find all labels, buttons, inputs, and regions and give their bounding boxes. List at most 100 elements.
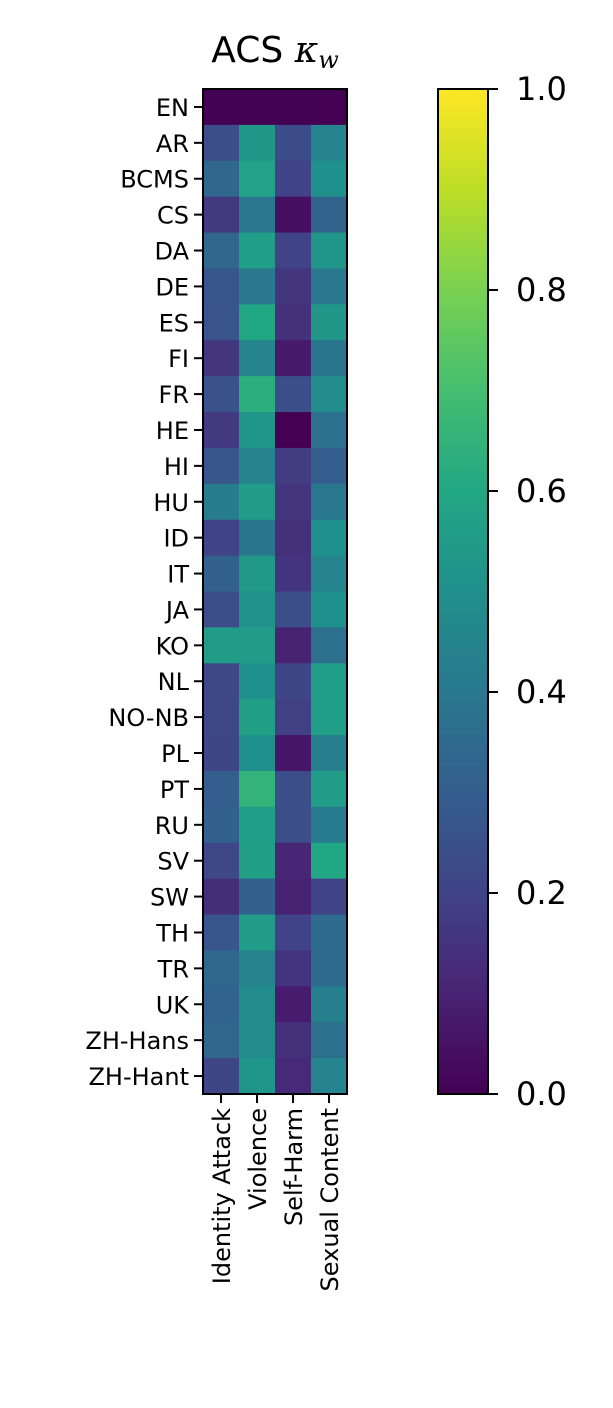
colorbar-tick-label: 1.0 [516, 70, 567, 108]
heatmap-cell [239, 950, 276, 987]
heatmap-cell [239, 699, 276, 736]
heatmap-cell [311, 1058, 348, 1095]
heatmap-cell [275, 735, 312, 772]
heatmap-cell [275, 842, 312, 880]
heatmap-cell [275, 268, 312, 305]
row-label: UK [156, 991, 191, 1019]
row-label: KO [156, 632, 189, 660]
heatmap-cell [239, 663, 276, 700]
heatmap-cell [203, 124, 240, 162]
heatmap-cell [275, 232, 312, 270]
heatmap-cell [239, 268, 276, 305]
heatmap-cell [275, 663, 312, 700]
heatmap-cell [239, 591, 276, 628]
heatmap-cell [239, 519, 276, 557]
heatmap-cell [311, 232, 348, 270]
heatmap-cell [275, 1058, 312, 1095]
row-label: TH [155, 919, 189, 947]
heatmap-cell [275, 1022, 312, 1059]
heatmap-cell [311, 340, 348, 377]
heatmap-cell [275, 950, 312, 987]
heatmap-cell [203, 555, 240, 593]
heatmap-cell [239, 878, 276, 916]
row-label: SV [157, 848, 189, 876]
heatmap-frame [202, 88, 348, 1095]
heatmap-cell [239, 89, 276, 126]
heatmap-cell [275, 376, 312, 413]
heatmap-cell [239, 555, 276, 593]
row-label: EN [156, 94, 189, 122]
heatmap-cell [203, 914, 240, 952]
row-label: ZH-Hans [85, 1027, 189, 1055]
column-label: Self-Harm [280, 1108, 308, 1226]
heatmap-cell [275, 627, 312, 664]
row-label: NO-NB [108, 704, 189, 732]
column-label: Identity Attack [208, 1108, 236, 1284]
heatmap-cell [311, 986, 348, 1023]
heatmap-cell [275, 412, 312, 449]
colorbar-tick-label: 0.6 [516, 472, 567, 510]
row-label: DE [155, 273, 189, 301]
heatmap-cell [203, 591, 240, 628]
row-label: FR [159, 381, 189, 409]
row-label: ES [159, 309, 189, 337]
heatmap-cell [203, 268, 240, 305]
heatmap-cell [275, 519, 312, 557]
heatmap-cell [239, 1058, 276, 1095]
row-label: ID [163, 525, 189, 553]
heatmap-cell [203, 376, 240, 413]
heatmap-cell [239, 340, 276, 377]
column-label: Sexual Content [316, 1108, 344, 1291]
heatmap-cell [239, 124, 276, 162]
row-label: HI [164, 453, 189, 481]
row-label: FI [168, 345, 189, 373]
heatmap-cell [311, 1022, 348, 1059]
row-label: CS [157, 202, 189, 230]
heatmap-cell [275, 770, 312, 808]
heatmap-cells [203, 89, 348, 1095]
heatmap-cell [311, 878, 348, 916]
heatmap-cell [311, 89, 348, 126]
heatmap-cell [203, 447, 240, 485]
heatmap-cell [203, 735, 240, 772]
heatmap-cell [239, 412, 276, 449]
heatmap-cell [203, 412, 240, 449]
heatmap-cell [311, 842, 348, 880]
heatmap-cell [239, 986, 276, 1023]
heatmap-cell [203, 627, 240, 664]
heatmap-cell [275, 555, 312, 593]
row-label: HE [156, 417, 189, 445]
heatmap-cell [311, 160, 348, 198]
heatmap-cell [311, 447, 348, 485]
heatmap-cell [311, 699, 348, 736]
heatmap-cell [203, 340, 240, 377]
heatmap-cell [203, 304, 240, 341]
row-label: IT [167, 561, 189, 589]
column-labels: Identity Attack Violence Self-Harm Sexual C… [208, 1094, 344, 1291]
heatmap-cell [311, 196, 348, 234]
row-label: HU [153, 489, 189, 517]
heatmap-cell [275, 914, 312, 952]
heatmap-cell [239, 160, 276, 198]
row-label: PT [160, 776, 189, 804]
heatmap-cell [239, 806, 276, 844]
heatmap-cell [239, 914, 276, 952]
colorbar-tick-label: 0.4 [516, 673, 567, 711]
heatmap-cell [311, 376, 348, 413]
heatmap-cell [311, 124, 348, 162]
heatmap-cell [311, 914, 348, 952]
heatmap-cell [275, 304, 312, 341]
heatmap-cell [275, 124, 312, 162]
heatmap-cell [275, 878, 312, 916]
heatmap-cell [203, 232, 240, 270]
heatmap-cell [239, 376, 276, 413]
chart-title: ACS κw [211, 30, 339, 74]
heatmap-cell [239, 304, 276, 341]
heatmap-cell [203, 89, 240, 126]
row-label: NL [158, 668, 190, 696]
heatmap-cell [239, 627, 276, 664]
heatmap-cell [203, 842, 240, 880]
heatmap-cell [203, 986, 240, 1023]
heatmap-cell [275, 447, 312, 485]
heatmap-cell [203, 483, 240, 521]
